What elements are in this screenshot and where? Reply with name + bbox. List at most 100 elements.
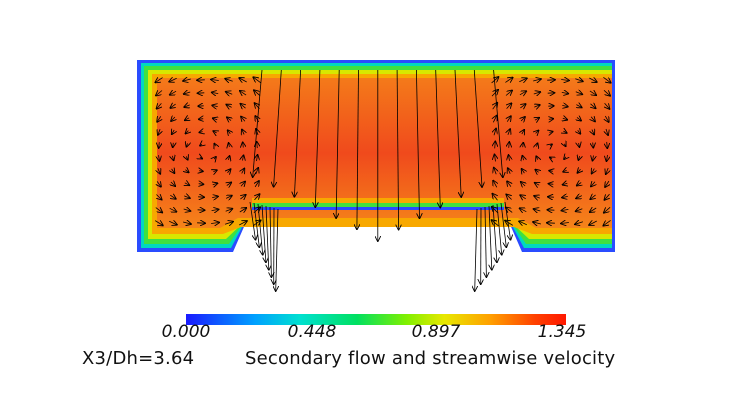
flow-vector (605, 193, 610, 200)
secondary-flow-vectors (155, 69, 611, 291)
flow-vector (155, 78, 163, 83)
flow-vector (239, 78, 247, 82)
flow-vector (507, 103, 512, 108)
flow-vector (241, 182, 245, 187)
flow-vector (212, 92, 219, 93)
flow-vector (563, 118, 567, 119)
flow-vector (607, 141, 608, 148)
flow-vector (536, 131, 539, 134)
flow-vector (533, 79, 541, 81)
flow-vector (589, 78, 596, 82)
flow-vector (533, 222, 541, 224)
flow-vector (492, 204, 497, 262)
flow-vector (591, 104, 596, 108)
flow-vector (213, 118, 217, 119)
flow-vector (562, 209, 569, 210)
flow-vector (266, 205, 269, 270)
flow-vector (520, 208, 527, 211)
flow-vector (170, 91, 177, 95)
flow-vector (256, 129, 258, 136)
flow-vector (485, 206, 486, 277)
flow-vector (521, 182, 525, 186)
flow-vector (172, 169, 175, 173)
flow-vector (187, 143, 188, 146)
flow-vector (156, 91, 163, 96)
flow-vector (435, 69, 441, 207)
flow-vector (505, 91, 512, 96)
flow-vector (562, 196, 568, 197)
colorbar-tick-label: 1.345 (537, 322, 587, 342)
flow-vector (185, 170, 188, 173)
flow-vector (200, 157, 202, 158)
flow-vector (550, 144, 552, 145)
flow-vector (155, 208, 162, 213)
flow-vector (213, 183, 218, 184)
flow-vector (605, 115, 608, 122)
flow-vector (493, 69, 503, 177)
flow-vector (159, 142, 160, 148)
flow-vector (576, 209, 583, 212)
flow-vector (172, 156, 173, 160)
flow-vector (243, 156, 244, 161)
flow-vector (274, 69, 282, 187)
flow-vector (255, 194, 260, 201)
flow-vector (576, 105, 581, 108)
flow-vector (575, 222, 584, 225)
flow-vector (397, 69, 399, 229)
flow-vector (603, 220, 611, 225)
colorbar-tick-label: 0.448 (287, 322, 337, 342)
flow-vector (535, 183, 539, 185)
flow-vector (493, 194, 498, 201)
flow-vector (159, 155, 160, 161)
flow-vector (508, 168, 510, 173)
colorbar (186, 314, 566, 325)
flow-vector (507, 181, 511, 186)
flow-vector (227, 117, 231, 120)
flow-vector (199, 132, 202, 133)
flow-vector (276, 208, 278, 291)
flow-vector (228, 169, 231, 172)
flow-vector (158, 168, 160, 173)
flow-vector (294, 69, 301, 197)
flow-vector (357, 69, 359, 229)
flow-vector (576, 196, 582, 199)
flow-vector (495, 142, 496, 149)
flow-vector (169, 208, 177, 211)
flow-vector (229, 143, 230, 147)
flow-vector (199, 119, 203, 120)
flow-vector (591, 117, 595, 122)
flow-vector (578, 130, 581, 133)
flow-vector (200, 144, 202, 145)
flow-vector (475, 208, 477, 291)
flow-vector (593, 143, 594, 148)
flow-vector (172, 130, 174, 134)
flow-vector (549, 184, 554, 185)
flow-vector (239, 208, 246, 212)
flow-vector (494, 129, 496, 136)
flow-vector (589, 221, 597, 225)
flow-vector (240, 195, 245, 199)
flow-vector (506, 195, 511, 200)
flow-vector (578, 169, 581, 172)
flow-vector (606, 128, 608, 135)
flow-vector (157, 181, 161, 186)
flow-vector (607, 154, 608, 161)
flow-vector (579, 143, 580, 147)
flow-vector (496, 203, 502, 255)
flow-vector (593, 156, 594, 161)
flow-vector (603, 90, 610, 95)
flow-vector (261, 204, 266, 262)
flow-vector (534, 209, 541, 211)
flow-vector (226, 92, 233, 95)
flow-vector (589, 91, 596, 95)
flow-vector (186, 156, 187, 159)
flow-vector (495, 155, 496, 162)
flow-vector (169, 221, 177, 224)
flow-vector (211, 209, 219, 210)
flow-vector (185, 183, 189, 185)
flow-vector (494, 168, 496, 175)
flow-vector (228, 130, 231, 133)
flow-vector (171, 117, 175, 121)
flow-vector (254, 90, 261, 96)
flow-vector (213, 131, 216, 133)
